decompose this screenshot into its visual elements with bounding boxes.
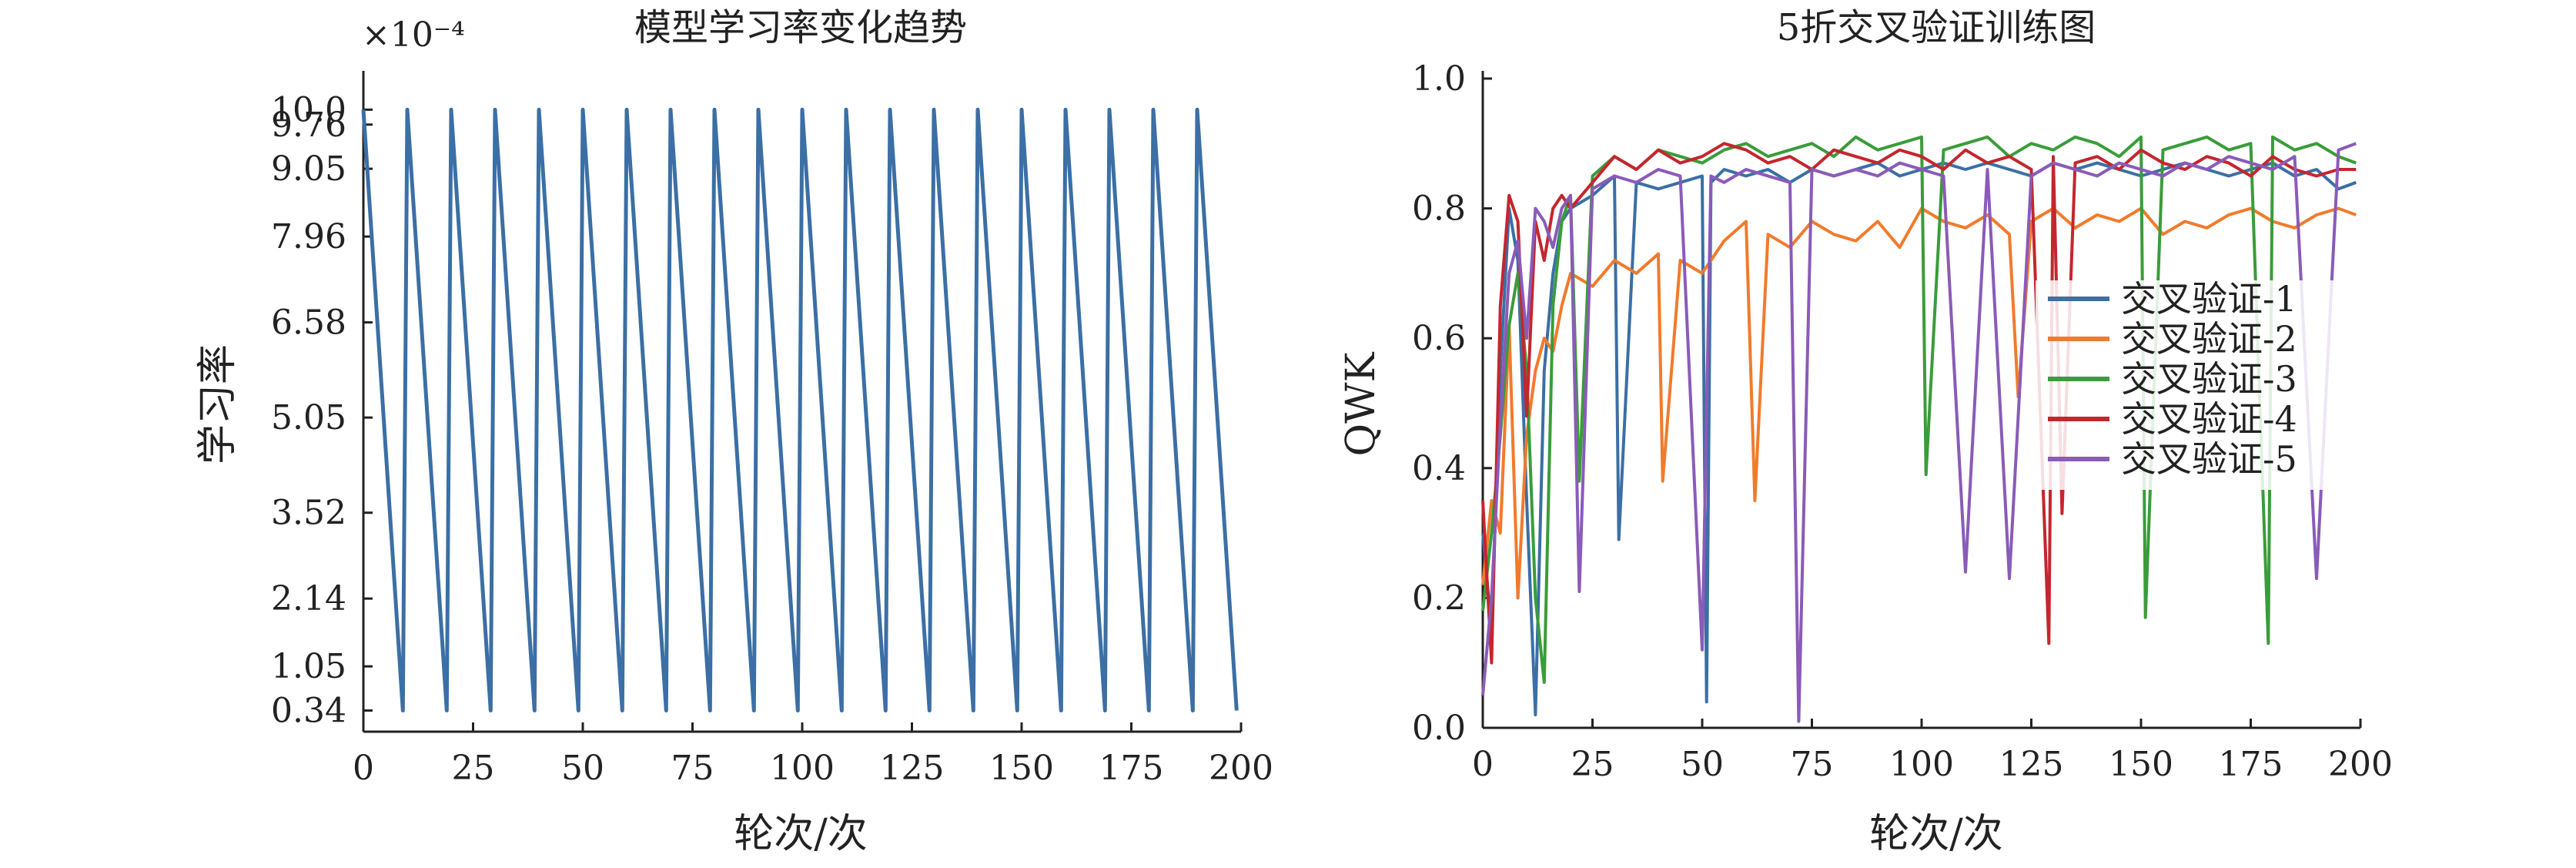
chart-title: 模型学习率变化趋势	[634, 6, 967, 49]
y-tick-label: 5.05	[271, 398, 346, 437]
x-tick-label: 150	[989, 749, 1054, 788]
y-tick-label: 0.34	[271, 692, 346, 731]
x-tick-label: 75	[671, 749, 714, 788]
chart-title: 5折交叉验证训练图	[1777, 6, 2096, 49]
x-tick-label: 200	[2328, 745, 2393, 784]
x-tick-label: 25	[1571, 745, 1614, 784]
x-tick-label: 0	[1472, 745, 1494, 784]
x-tick-label: 100	[1889, 745, 1954, 784]
y-tick-label: 7.96	[271, 217, 346, 256]
y-tick-label: 0.0	[1412, 709, 1466, 748]
x-tick-label: 75	[1791, 745, 1834, 784]
series-line-1	[361, 107, 1239, 712]
y-tick-label: 2.14	[271, 579, 346, 618]
y-tick-label: 9.05	[271, 149, 346, 189]
y-tick-label: 0.8	[1412, 189, 1466, 229]
x-tick-label: 0	[353, 749, 374, 788]
x-tick-label: 175	[2219, 745, 2283, 784]
x-tick-label: 150	[2109, 745, 2173, 784]
y-tick-label: 10.0	[271, 90, 346, 129]
y-tick-label: 1.0	[1412, 59, 1466, 99]
x-tick-label: 200	[1209, 749, 1273, 788]
ticks: 0 25 50 75 100 125 150 175 200 0.34 1.05 2.14 3.52 5.…	[271, 90, 1273, 788]
x-tick-label: 100	[770, 749, 835, 788]
legend-label: 交叉验证-5	[2121, 438, 2297, 480]
legend-label: 交叉验证-4	[2121, 398, 2297, 440]
series-line-2	[1481, 206, 2357, 600]
y-tick-label: 0.2	[1412, 578, 1466, 618]
ticks: 0 25 50 75 100 125 150 175 200 0.0 0.2 0.4 0.6 0.8 1.0	[1412, 59, 2393, 784]
x-tick-label: 175	[1099, 749, 1164, 788]
y-tick-label: 0.4	[1412, 449, 1466, 488]
series-group	[361, 107, 1239, 712]
x-axis-title: 轮次/次	[1869, 811, 2003, 857]
series-line-5	[1481, 142, 2357, 723]
series-group	[1481, 135, 2357, 723]
y-axis-title: QWK	[1338, 351, 1384, 456]
y-tick-label: 6.58	[271, 303, 346, 343]
learning-rate-chart: 模型学习率变化趋势 ×10⁻⁴ 学习率 轮次/次 0 25 50 75 100 125 15…	[195, 6, 1273, 857]
legend-box	[2036, 280, 2359, 490]
y-tick-label: 1.05	[271, 647, 346, 686]
x-tick-label: 50	[561, 749, 604, 788]
x-tick-label: 50	[1681, 745, 1724, 784]
legend-label: 交叉验证-2	[2121, 318, 2297, 360]
y-multiplier-label: ×10⁻⁴	[362, 15, 465, 55]
x-tick-label: 125	[880, 749, 945, 788]
legend-label: 交叉验证-3	[2121, 358, 2297, 400]
x-tick-label: 125	[1999, 745, 2064, 784]
y-axis-title: 学习率	[195, 344, 241, 464]
cross-validation-chart: 5折交叉验证训练图 QWK 轮次/次 0 25 50 75 100 125 150 175 20…	[1338, 6, 2393, 857]
y-tick-label: 3.52	[271, 494, 346, 533]
x-axis-title: 轮次/次	[734, 811, 868, 857]
y-tick-label: 9.76	[271, 106, 346, 145]
legend-label: 交叉验证-1	[2121, 278, 2297, 320]
series-line-4	[1481, 142, 2357, 665]
y-tick-label: 0.6	[1412, 319, 1466, 358]
series-line-3	[1481, 135, 2357, 684]
x-tick-label: 25	[452, 749, 495, 788]
